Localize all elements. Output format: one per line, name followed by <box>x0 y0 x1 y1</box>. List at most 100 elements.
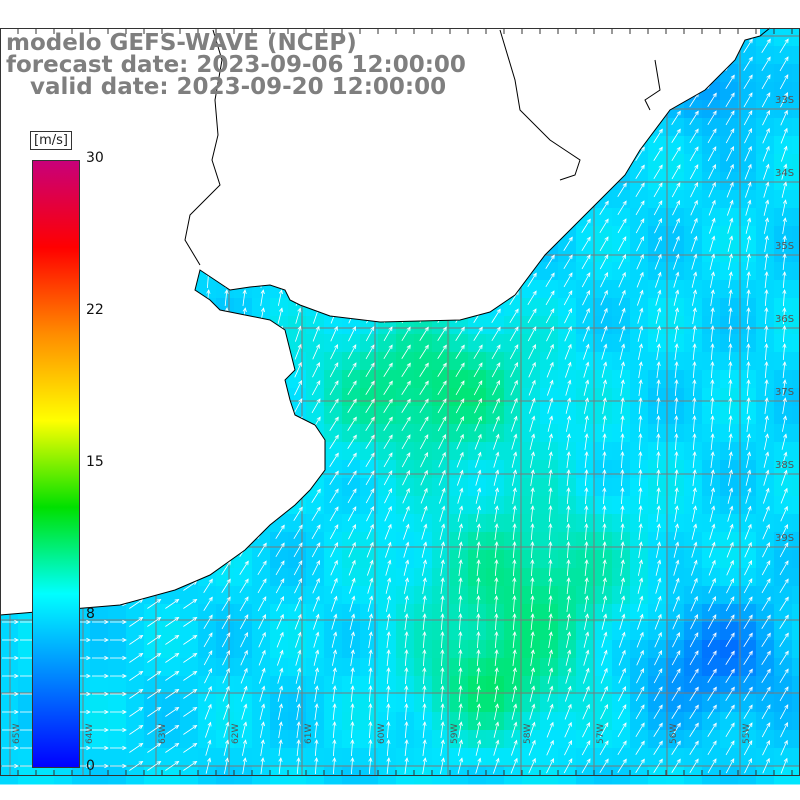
wind-arrow <box>600 272 608 288</box>
wind-speed-cell <box>702 280 721 299</box>
wind-arrow <box>635 146 645 161</box>
wind-speed-cell <box>738 226 757 245</box>
wind-speed-cell <box>324 442 343 461</box>
wind-speed-cell <box>288 514 307 533</box>
lat-label-37s: 38S <box>775 460 795 471</box>
wind-speed-cell <box>792 496 800 515</box>
wind-speed-cell <box>720 352 739 371</box>
wind-arrow <box>618 271 626 288</box>
wind-speed-cell <box>702 334 721 353</box>
wind-speed-cell <box>414 586 433 605</box>
wind-arrow <box>582 290 590 306</box>
wind-arrow <box>545 308 555 324</box>
wind-speed-cell <box>774 46 793 65</box>
wind-speed-cell <box>414 514 433 533</box>
wind-speed-cell <box>270 694 289 713</box>
wind-arrow <box>348 325 356 342</box>
wind-speed-cell <box>756 658 775 677</box>
wind-speed-cell <box>720 118 739 137</box>
wind-speed-cell <box>756 64 775 83</box>
wind-speed-cell <box>504 586 523 605</box>
wind-arrow <box>473 362 483 378</box>
wind-speed-cell <box>504 712 523 731</box>
wind-speed-cell <box>774 280 793 299</box>
wind-arrow <box>764 271 769 288</box>
wind-speed-cell <box>594 442 613 461</box>
wind-speed-cell <box>648 298 667 317</box>
wind-speed-cell <box>468 676 487 695</box>
wind-speed-cell <box>306 532 325 551</box>
wind-speed-cell <box>324 496 343 515</box>
wind-speed-cell <box>504 406 523 425</box>
wind-speed-cell <box>414 388 433 407</box>
wind-speed-cell <box>90 676 109 695</box>
wind-speed-cell <box>558 334 577 353</box>
wind-speed-cell <box>612 694 631 713</box>
wind-speed-cell <box>666 442 685 461</box>
wind-arrow <box>656 325 661 342</box>
wind-speed-cell <box>450 424 469 443</box>
wind-speed-cell <box>234 586 253 605</box>
wind-speed-cell <box>648 136 667 155</box>
wind-speed-cell <box>684 532 703 551</box>
wind-speed-cell <box>684 190 703 209</box>
wind-speed-cell <box>288 748 307 767</box>
wind-speed-cell <box>666 226 685 245</box>
wind-speed-cell <box>666 424 685 443</box>
wind-speed-cell <box>198 658 217 677</box>
wind-arrow <box>619 343 626 360</box>
wind-speed-cell <box>378 622 397 641</box>
wind-speed-cell <box>648 190 667 209</box>
wind-speed-cell <box>540 676 559 695</box>
wind-arrow <box>763 199 770 216</box>
wind-speed-cell <box>324 514 343 533</box>
wind-speed-cell <box>648 316 667 335</box>
wind-speed-cell <box>792 676 800 695</box>
wind-speed-cell <box>540 586 559 605</box>
wind-speed-cell <box>702 442 721 461</box>
wind-speed-cell <box>630 262 649 281</box>
wind-speed-cell <box>720 82 739 101</box>
wind-speed-cell <box>630 226 649 245</box>
wind-speed-cell <box>702 622 721 641</box>
wind-arrow <box>746 235 751 252</box>
wind-arrow <box>726 163 734 180</box>
wind-speed-cell <box>468 568 487 587</box>
wind-speed-cell <box>558 298 577 317</box>
wind-speed-cell <box>324 694 343 713</box>
wind-arrow <box>599 218 609 234</box>
wind-speed-cell <box>774 298 793 317</box>
wind-speed-cell <box>468 370 487 389</box>
wind-speed-cell <box>702 316 721 335</box>
wind-speed-cell <box>504 442 523 461</box>
wind-speed-cell <box>558 244 577 263</box>
wind-speed-cell <box>306 550 325 569</box>
wind-speed-cell <box>270 712 289 731</box>
wind-arrow <box>746 307 751 325</box>
wind-speed-cell <box>378 748 397 767</box>
wind-arrow <box>743 92 753 108</box>
wind-arrow <box>618 289 626 306</box>
wind-speed-cell <box>378 550 397 569</box>
wind-speed-cell <box>666 136 685 155</box>
wind-speed-cell <box>216 568 235 587</box>
wind-speed-cell <box>198 730 217 749</box>
wind-speed-cell <box>540 316 559 335</box>
wind-speed-cell <box>702 118 721 137</box>
wind-speed-cell <box>414 748 433 767</box>
wind-speed-cell <box>792 460 800 479</box>
wind-speed-cell <box>540 712 559 731</box>
wind-speed-cell <box>450 748 469 767</box>
wind-speed-cell <box>594 280 613 299</box>
wind-speed-cell <box>720 406 739 425</box>
wind-speed-cell <box>432 658 451 677</box>
wind-arrow <box>743 74 753 90</box>
wind-speed-cell <box>198 622 217 641</box>
wind-speed-cell <box>630 604 649 623</box>
wind-speed-cell <box>342 496 361 515</box>
wind-speed-cell <box>414 352 433 371</box>
wind-arrow <box>674 307 679 324</box>
wind-arrow <box>728 253 733 270</box>
wind-speed-cell <box>774 730 793 749</box>
wind-speed-cell <box>342 352 361 371</box>
